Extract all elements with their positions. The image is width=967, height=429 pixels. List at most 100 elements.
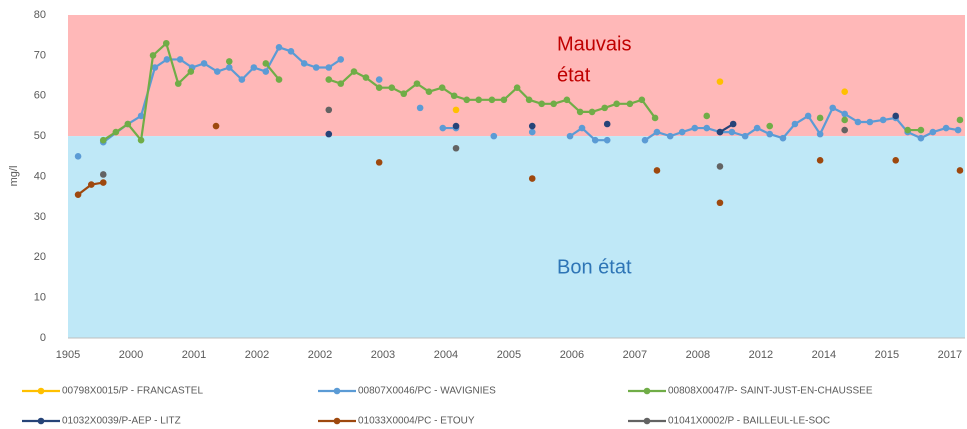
zone-label: état: [557, 64, 591, 86]
data-point: [337, 80, 345, 87]
data-point: [929, 128, 937, 136]
data-point: [791, 120, 799, 128]
data-point: [463, 96, 471, 104]
data-point: [841, 116, 848, 124]
y-tick-label: 10: [34, 292, 46, 304]
data-point: [124, 120, 132, 128]
data-point: [413, 80, 421, 87]
data-point: [200, 60, 208, 67]
legend-label: 01041X0002/P - BAILLEUL-LE-SOC: [668, 416, 830, 427]
data-point: [452, 144, 460, 152]
legend-marker: [643, 387, 651, 395]
data-point: [187, 68, 195, 75]
data-point: [613, 100, 620, 108]
data-point: [603, 120, 611, 128]
data-point: [904, 126, 911, 134]
x-tick-label: 2006: [560, 349, 584, 361]
legend-marker: [37, 387, 45, 395]
data-point: [375, 84, 383, 91]
data-point: [151, 64, 159, 71]
data-point: [576, 108, 584, 116]
data-point: [956, 116, 964, 124]
data-point: [603, 136, 611, 144]
data-point: [137, 136, 145, 144]
data-point: [716, 163, 724, 170]
x-tick-label: 2002: [245, 349, 269, 361]
data-point: [163, 56, 171, 63]
x-tick-label: 2007: [623, 349, 647, 361]
data-point: [601, 104, 608, 112]
data-point: [74, 153, 82, 160]
data-point: [525, 96, 533, 104]
data-point: [528, 175, 536, 182]
data-point: [804, 112, 812, 120]
data-point: [225, 58, 233, 65]
data-point: [137, 112, 145, 120]
x-tick-label: 2000: [119, 349, 143, 361]
data-point: [250, 64, 258, 71]
data-point: [666, 132, 674, 140]
data-point: [591, 136, 599, 144]
x-tick-label: 2014: [812, 349, 836, 361]
data-point: [337, 56, 345, 63]
data-point: [528, 122, 536, 130]
data-point: [425, 88, 433, 96]
data-point: [212, 122, 220, 130]
data-point: [488, 96, 496, 104]
data-point: [225, 64, 233, 71]
data-point: [566, 132, 574, 140]
legend-marker: [643, 417, 651, 425]
y-tick-label: 30: [34, 211, 46, 223]
data-point: [779, 134, 787, 142]
data-point: [475, 96, 483, 104]
x-tick-label: 2015: [875, 349, 899, 361]
data-point: [325, 76, 333, 83]
legend-label: 00808X0047/P- SAINT-JUST-EN-CHAUSSEE: [668, 386, 873, 397]
data-point: [653, 128, 661, 136]
y-tick-label: 40: [34, 170, 46, 182]
data-point: [375, 159, 383, 166]
zone: [68, 136, 965, 338]
data-point: [641, 136, 649, 144]
data-point: [816, 130, 824, 138]
data-point: [816, 157, 824, 164]
data-point: [729, 120, 737, 128]
x-tick-label: 1905: [56, 349, 80, 361]
data-point: [866, 118, 874, 126]
data-point: [550, 100, 557, 108]
data-point: [490, 132, 498, 140]
legend-label: 00807X0046/PC - WAVIGNIES: [358, 386, 496, 397]
data-point: [174, 80, 182, 87]
y-tick-label: 0: [40, 332, 46, 344]
legend-label: 01033X0004/PC - ETOUY: [358, 416, 475, 427]
data-point: [375, 76, 383, 83]
x-tick-label: 2012: [749, 349, 773, 361]
y-axis-label: mg/l: [8, 166, 20, 187]
legend-marker: [333, 417, 341, 425]
data-point: [892, 112, 900, 120]
data-point: [300, 60, 308, 67]
zone: [68, 15, 965, 137]
x-tick-label: 2001: [182, 349, 206, 361]
data-point: [450, 92, 458, 100]
data-point: [500, 96, 508, 104]
data-point: [879, 116, 887, 124]
data-point: [766, 130, 774, 138]
legend-marker: [37, 417, 45, 425]
data-point: [651, 114, 659, 122]
data-point: [388, 84, 396, 91]
data-point: [716, 78, 724, 85]
legend-marker: [333, 387, 341, 395]
data-point: [917, 134, 925, 142]
data-point: [74, 191, 82, 198]
x-tick-label: 2004: [434, 349, 458, 361]
data-point: [99, 136, 107, 144]
data-point: [452, 122, 460, 130]
x-tick-label: 2003: [371, 349, 395, 361]
y-tick-label: 60: [34, 90, 46, 102]
data-point: [841, 88, 848, 96]
data-point: [728, 128, 736, 136]
data-point: [149, 52, 157, 59]
data-point: [528, 128, 536, 136]
data-point: [954, 126, 962, 134]
